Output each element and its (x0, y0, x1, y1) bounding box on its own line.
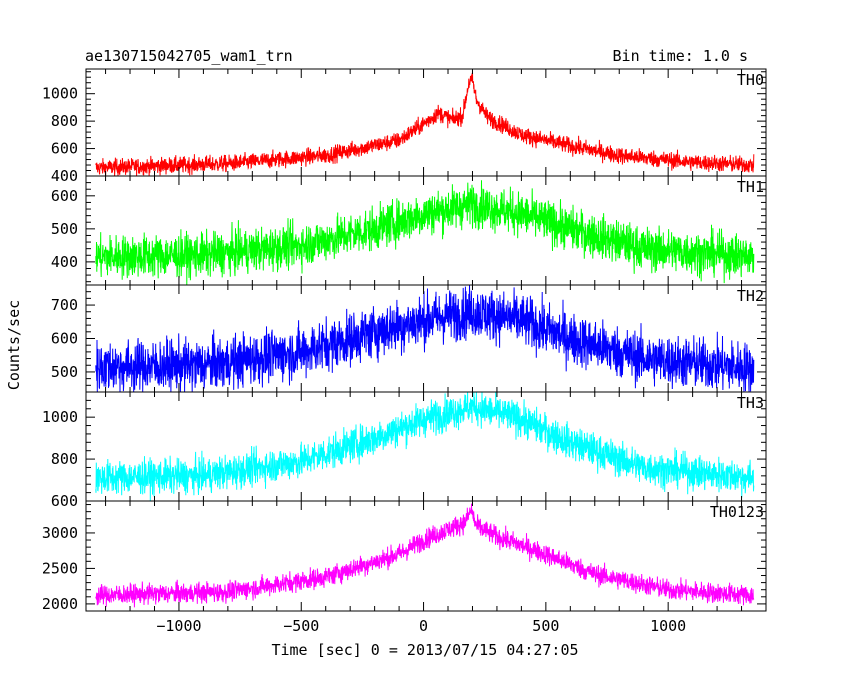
series-th0 (95, 71, 755, 177)
x-axis-label: Time [sec] 0 = 2013/07/15 04:27:05 (271, 641, 578, 659)
channel-label: TH0123 (710, 503, 764, 521)
y-tick-label: 500 (51, 220, 78, 238)
y-tick-label: 1000 (42, 85, 78, 103)
y-tick-label: 400 (51, 167, 78, 185)
y-tick-label: 2500 (42, 559, 78, 577)
channel-label: TH2 (737, 287, 764, 305)
panel-th3: 600 800 1000 TH3 (42, 391, 767, 510)
chart-title: ae130715042705_wam1_trn (85, 47, 293, 65)
channel-label: TH0 (737, 71, 764, 89)
y-tick-label: 800 (51, 112, 78, 130)
y-tick-label: 3000 (42, 524, 78, 542)
y-tick-label: 700 (51, 296, 78, 314)
y-tick-label: 600 (51, 492, 78, 510)
y-tick-label: 400 (51, 253, 78, 271)
panels: 400 600 800 1000 TH0 400 500 600 TH1 500 600 700 TH2… (42, 68, 767, 635)
y-tick-label: 600 (51, 140, 78, 158)
panel-th2: 500 600 700 TH2 (51, 284, 767, 393)
y-tick-label: 2000 (42, 595, 78, 613)
bin-time-label: Bin time: 1.0 s (613, 47, 748, 65)
x-tick-label: 1000 (650, 617, 686, 635)
channel-label: TH1 (737, 178, 764, 196)
panel-th0: 400 600 800 1000 TH0 (42, 68, 767, 185)
y-tick-label: 600 (51, 187, 78, 205)
y-tick-label: 600 (51, 330, 78, 348)
series-th2 (95, 285, 755, 393)
y-tick-label: 500 (51, 363, 78, 381)
x-tick-label: −500 (283, 617, 319, 635)
y-tick-label: 1000 (42, 408, 78, 426)
series-th3 (95, 391, 755, 502)
channel-label: TH3 (737, 394, 764, 412)
panel-frame (85, 500, 767, 612)
panel-th1: 400 500 600 TH1 (51, 175, 767, 286)
x-tick-label: −1000 (156, 617, 201, 635)
series-th0123 (95, 503, 755, 608)
panel-frame (85, 175, 767, 286)
series-th1 (95, 180, 755, 286)
x-tick-label: 500 (532, 617, 559, 635)
x-tick-label: 0 (419, 617, 428, 635)
panel-th0123: 2000 2500 3000 TH0123 (42, 500, 767, 613)
y-axis-label: Counts/sec (5, 300, 23, 390)
y-tick-label: 800 (51, 450, 78, 468)
